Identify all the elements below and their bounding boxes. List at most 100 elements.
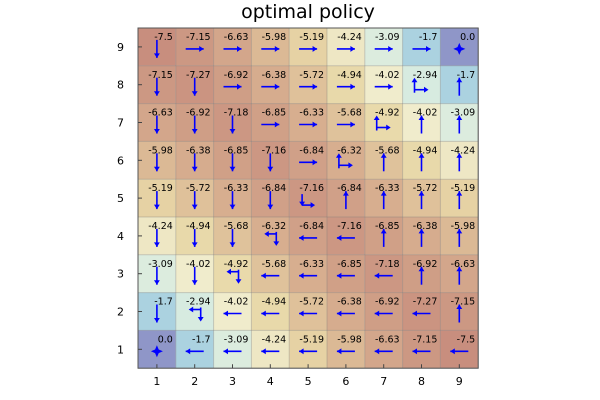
policy-arrow-icon — [374, 83, 393, 90]
cell-value-label: -5.68 — [262, 259, 287, 270]
y-tick-label: 2 — [117, 306, 124, 319]
cell-value-label: -6.84 — [337, 183, 362, 194]
policy-arrow-icon — [335, 153, 353, 169]
heatmap-cell — [213, 292, 252, 331]
policy-arrow-icon — [191, 266, 198, 285]
cell-value-label: -4.94 — [337, 70, 362, 81]
cell-value-label: 0.0 — [158, 334, 173, 345]
heatmap-cell — [175, 292, 214, 331]
heatmap-cell — [289, 330, 327, 369]
policy-arrow-icon — [153, 304, 160, 323]
cell-value-label: -7.27 — [186, 70, 211, 81]
policy-arrow-icon — [336, 348, 355, 355]
cell-value-label: -4.02 — [413, 108, 438, 119]
heatmap-cell — [213, 254, 252, 293]
cell-value-label: -5.72 — [299, 70, 324, 81]
policy-arrow-icon — [261, 45, 280, 52]
policy-arrow-icon — [456, 191, 463, 210]
policy-arrow-icon — [374, 310, 393, 317]
policy-arrow-icon — [229, 191, 236, 210]
policy-arrow-icon — [418, 228, 425, 247]
heatmap-cell — [289, 292, 327, 331]
cell-value-label: -6.38 — [337, 297, 362, 308]
policy-arrow-icon — [456, 266, 463, 285]
y-tick-label: 4 — [117, 230, 124, 243]
cell-value-label: -6.32 — [262, 221, 287, 232]
policy-arrow-icon — [380, 153, 387, 172]
policy-arrow-icon — [153, 153, 160, 172]
heatmap-cell — [327, 254, 365, 293]
heatmap-cell — [175, 28, 214, 66]
cell-value-label: -3.09 — [148, 259, 173, 270]
y-tick-label: 1 — [117, 343, 124, 356]
heatmap-cell — [402, 28, 441, 66]
cell-value-label: -4.94 — [186, 221, 211, 232]
cell-value-label: -2.94 — [413, 70, 438, 81]
policy-arrow-icon — [418, 115, 425, 134]
cell-value-label: -5.72 — [299, 297, 324, 308]
cell-value-label: -7.16 — [262, 145, 287, 156]
heatmap-cell — [327, 103, 365, 142]
policy-arrow-icon — [336, 272, 355, 279]
policy-arrow-icon — [450, 348, 469, 355]
cell-value-label: -6.63 — [375, 334, 400, 345]
goal-star-icon — [150, 345, 163, 358]
cell-value-label: -6.63 — [451, 259, 476, 270]
policy-arrow-icon — [374, 45, 393, 52]
policy-arrow-icon — [191, 115, 198, 134]
cell-value-label: -4.92 — [224, 259, 249, 270]
policy-arrow-icon — [418, 153, 425, 172]
x-tick-label: 1 — [153, 375, 160, 388]
policy-arrow-icon — [153, 228, 160, 247]
heatmap-cell — [402, 330, 441, 369]
x-tick-label: 3 — [229, 375, 236, 388]
cell-value-label: -6.85 — [337, 259, 362, 270]
policy-arrow-icon — [299, 310, 318, 317]
heatmap-cell — [289, 65, 327, 104]
cell-value-label: -7.5 — [457, 334, 476, 345]
policy-arrow-icon — [299, 272, 318, 279]
cell-value-label: -4.24 — [451, 145, 476, 156]
cell-value-label: -6.38 — [186, 145, 211, 156]
cell-value-label: -6.92 — [375, 297, 400, 308]
policy-arrow-icon — [456, 115, 463, 134]
policy-arrow-icon — [299, 121, 318, 128]
policy-arrow-icon — [264, 230, 280, 246]
policy-arrow-icon — [261, 348, 280, 355]
policy-arrow-icon — [226, 268, 242, 284]
policy-arrow-icon — [373, 115, 391, 131]
cell-value-label: -7.15 — [413, 334, 438, 345]
policy-arrow-icon — [299, 234, 318, 241]
heatmap-cell — [175, 330, 214, 369]
policy-arrow-icon — [299, 194, 316, 209]
x-tick-label: 4 — [267, 375, 274, 388]
cell-value-label: -5.72 — [413, 183, 438, 194]
cell-value-label: -6.38 — [262, 70, 287, 81]
policy-arrow-icon — [456, 153, 463, 172]
cell-value-label: -4.24 — [148, 221, 173, 232]
policy-arrow-icon — [336, 45, 355, 52]
cell-value-label: -1.7 — [154, 297, 173, 308]
cell-value-label: -7.5 — [154, 32, 173, 43]
policy-arrow-icon — [229, 115, 236, 134]
policy-arrow-icon — [374, 348, 393, 355]
heatmap-cell — [289, 254, 327, 293]
cell-value-label: -5.19 — [299, 32, 324, 43]
policy-arrow-icon — [267, 191, 274, 210]
heatmap-cell — [251, 217, 290, 255]
cell-value-label: -3.09 — [375, 32, 400, 43]
cell-value-label: -7.27 — [413, 297, 438, 308]
heatmap-cell — [402, 65, 441, 104]
cell-value-label: -6.85 — [262, 108, 287, 119]
policy-arrow-icon — [299, 83, 318, 90]
cell-value-label: -6.85 — [224, 145, 249, 156]
cell-value-label: -7.18 — [224, 108, 249, 119]
cell-value-label: -4.02 — [186, 259, 211, 270]
policy-arrow-icon — [229, 153, 236, 172]
heatmap-cell — [364, 65, 403, 104]
heatmap-cell — [251, 65, 290, 104]
heatmap-cell — [251, 330, 290, 369]
cell-value-label: -6.92 — [413, 259, 438, 270]
cell-value-label: -5.98 — [262, 32, 287, 43]
